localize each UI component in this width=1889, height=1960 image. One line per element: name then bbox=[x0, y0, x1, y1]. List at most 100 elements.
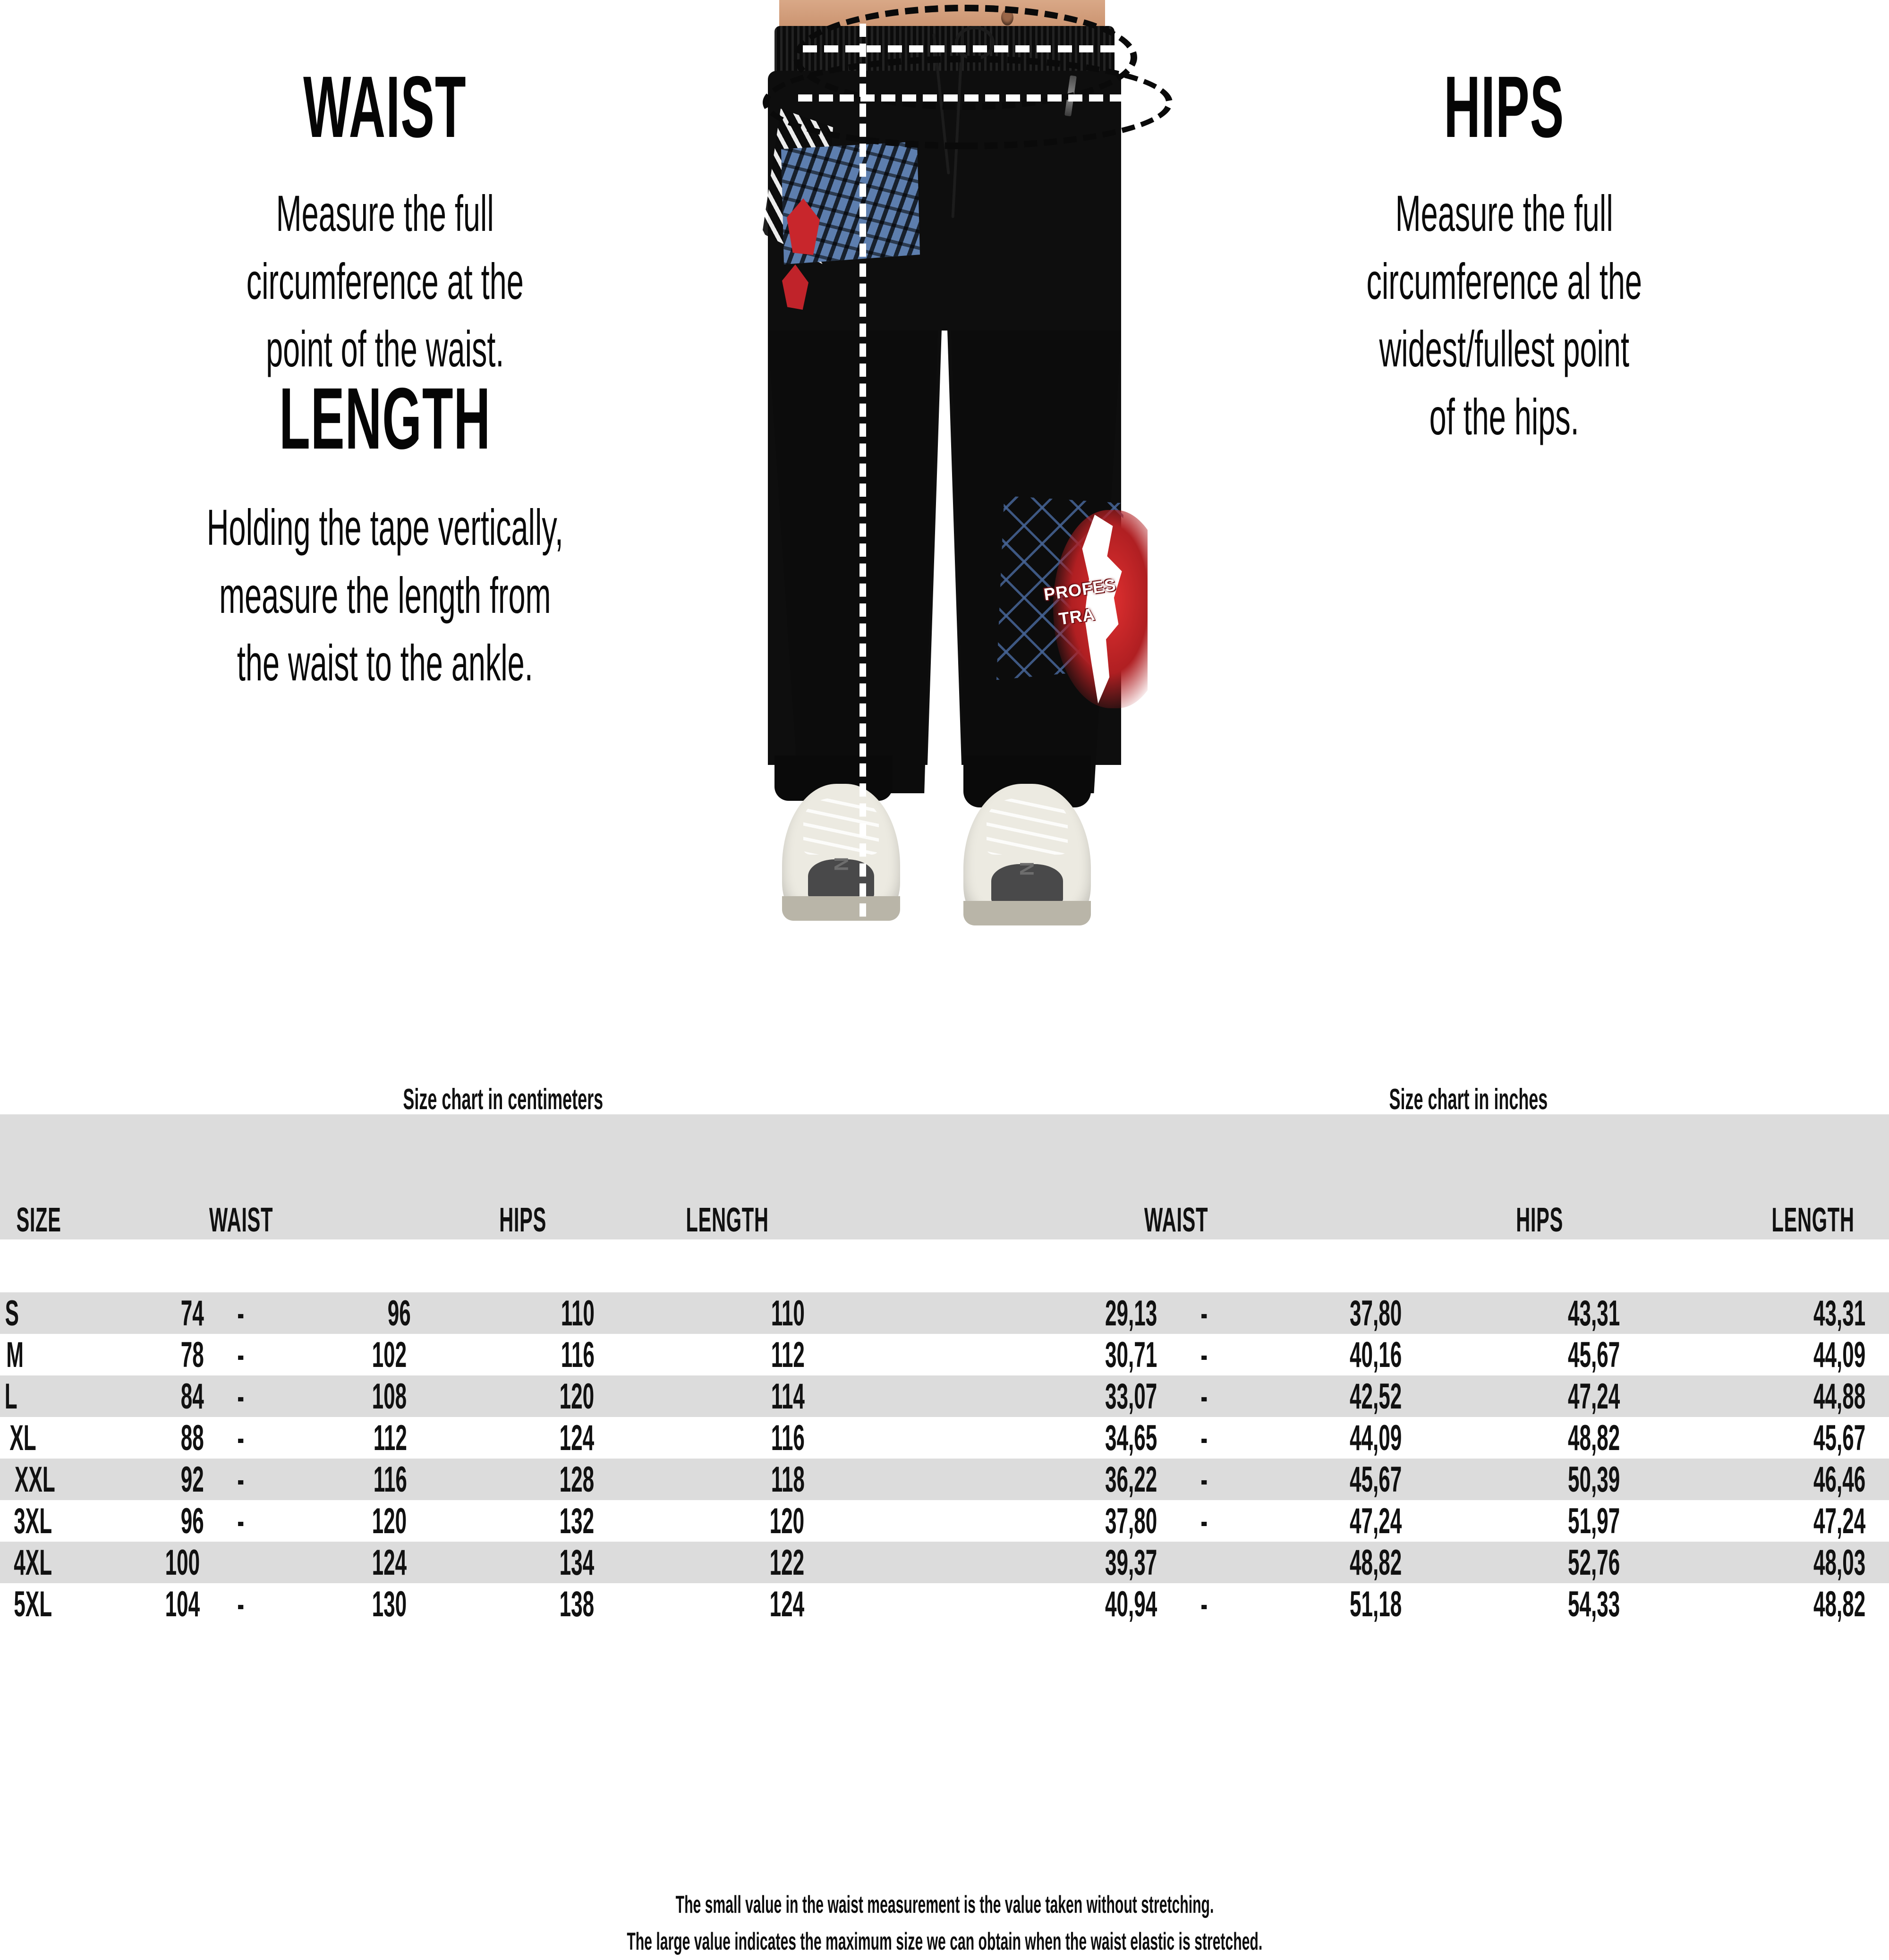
caption-cm-text: Size chart in centimeters bbox=[403, 1083, 604, 1116]
cell-cm-waist-max: 130 bbox=[372, 1584, 407, 1624]
cell-cm-length: 112 bbox=[771, 1334, 805, 1375]
cell-in-length: 44,88 bbox=[1813, 1376, 1866, 1417]
measurement-instructions-panel: WAIST Measure the full circumference at … bbox=[14, 0, 1875, 1091]
table-row: XL 88-112 124 116 34,65-44,09 48,82 45,67 bbox=[0, 1417, 1889, 1459]
length-heading: LENGTH bbox=[14, 375, 756, 463]
cell-cm-sep bbox=[215, 1542, 267, 1583]
caption-in-text: Size chart in inches bbox=[1389, 1083, 1548, 1116]
length-heading-text: LENGTH bbox=[279, 370, 491, 467]
cell-in-waist-max: 44,09 bbox=[1349, 1417, 1402, 1458]
pants-left-leg bbox=[768, 331, 938, 793]
cell-cm-sep: - bbox=[237, 1501, 245, 1541]
cell-size: M bbox=[6, 1334, 24, 1375]
cell-cm-length: 122 bbox=[769, 1542, 805, 1583]
sneaker-laces-right bbox=[986, 798, 1068, 855]
hips-heading-text: HIPS bbox=[1444, 59, 1565, 156]
cell-cm-waist-max: 124 bbox=[372, 1542, 407, 1583]
cell-cm-waist-max: 120 bbox=[372, 1501, 407, 1541]
cell-cm-length: 124 bbox=[769, 1584, 805, 1624]
footnote-1: The small value in the waist measurement… bbox=[675, 1891, 1214, 1918]
column-header-size: SIZE bbox=[16, 1201, 61, 1239]
cell-size: 3XL bbox=[14, 1501, 52, 1541]
cell-cm-sep: - bbox=[237, 1376, 245, 1417]
waist-measure-line bbox=[803, 45, 1115, 52]
cell-in-waist-min: 36,22 bbox=[1105, 1459, 1157, 1500]
cell-in-waist-max: 45,67 bbox=[1349, 1459, 1402, 1500]
table-header-row: SIZE WAIST HIPS LENGTH WAIST HIPS LENGTH bbox=[0, 1114, 1889, 1239]
sneaker-left: N bbox=[782, 784, 900, 921]
cell-cm-length: 118 bbox=[771, 1459, 805, 1500]
column-header-cm-waist: WAIST bbox=[209, 1201, 273, 1239]
cell-in-sep: - bbox=[1200, 1501, 1208, 1541]
cell-cm-length: 114 bbox=[771, 1376, 805, 1417]
cell-cm-sep: - bbox=[237, 1334, 245, 1375]
cell-in-length: 48,82 bbox=[1813, 1584, 1866, 1624]
cell-in-waist-max: 51,18 bbox=[1349, 1584, 1402, 1624]
cell-cm-waist-min: 78 bbox=[181, 1334, 204, 1375]
product-photo-sweatpants: PROFES TRA N N bbox=[741, 0, 1148, 1091]
cell-cm-waist-max: 96 bbox=[388, 1293, 411, 1333]
cell-in-waist-min: 29,13 bbox=[1105, 1293, 1157, 1333]
cell-in-waist-max: 47,24 bbox=[1349, 1501, 1402, 1541]
waist-description: Measure the full circumference at the po… bbox=[14, 179, 756, 383]
sneaker-sole-right bbox=[963, 901, 1091, 925]
cell-cm-sep: - bbox=[237, 1417, 245, 1458]
sneaker-sole-left bbox=[782, 896, 900, 921]
cell-in-sep: - bbox=[1200, 1376, 1208, 1417]
cell-in-length: 48,03 bbox=[1813, 1542, 1866, 1583]
waist-description-line-3: point of the waist. bbox=[265, 320, 504, 378]
cell-size: XXL bbox=[15, 1459, 55, 1500]
cell-in-waist-max: 42,52 bbox=[1349, 1376, 1402, 1417]
table-row: XXL 92-116 128 118 36,22-45,67 50,39 46,46 bbox=[0, 1459, 1889, 1500]
hips-measure-ellipse bbox=[763, 56, 1173, 149]
table-row: S 74-96 110 110 29,13-37,80 43,31 43,31 bbox=[0, 1292, 1889, 1334]
cell-in-waist-min: 34,65 bbox=[1105, 1417, 1157, 1458]
length-description-line-3: the waist to the ankle. bbox=[237, 634, 533, 692]
cell-cm-waist-min: 104 bbox=[165, 1584, 200, 1624]
cell-in-sep: - bbox=[1200, 1293, 1208, 1333]
cell-cm-waist-max: 112 bbox=[374, 1417, 408, 1458]
size-chart-caption-inches: Size chart in inches bbox=[1332, 1083, 1605, 1116]
cell-in-sep: - bbox=[1200, 1459, 1208, 1500]
cell-cm-waist-max: 116 bbox=[374, 1459, 408, 1500]
column-header-in-waist: WAIST bbox=[1144, 1201, 1208, 1239]
length-description-line-2: measure the length from bbox=[219, 566, 551, 624]
cell-cm-hips: 110 bbox=[561, 1293, 595, 1333]
cell-size: 4XL bbox=[14, 1542, 52, 1583]
cell-in-hips: 45,67 bbox=[1567, 1334, 1620, 1375]
waist-heading-text: WAIST bbox=[303, 59, 467, 156]
cell-cm-hips: 128 bbox=[559, 1459, 595, 1500]
column-header-in-hips: HIPS bbox=[1516, 1201, 1563, 1239]
sneaker-logo-left: N bbox=[830, 857, 853, 872]
cell-cm-hips: 132 bbox=[559, 1501, 595, 1541]
cell-cm-waist-min: 96 bbox=[181, 1501, 204, 1541]
cell-cm-waist-min: 74 bbox=[181, 1293, 204, 1333]
waist-description-line-2: circumference at the bbox=[246, 252, 524, 310]
sneaker-toe-cap-right bbox=[991, 864, 1063, 907]
cell-in-waist-min: 37,80 bbox=[1105, 1501, 1157, 1541]
table-row: M 78-102 116 112 30,71-40,16 45,67 44,09 bbox=[0, 1334, 1889, 1375]
cell-in-waist-max: 37,80 bbox=[1349, 1293, 1402, 1333]
cell-in-sep: - bbox=[1200, 1584, 1208, 1624]
cell-in-length: 47,24 bbox=[1813, 1501, 1866, 1541]
size-chart-table: SIZE WAIST HIPS LENGTH WAIST HIPS LENGTH… bbox=[0, 1114, 1889, 1625]
table-row: 4XL 100 124 134 122 39,37 48,82 52,76 48,03 bbox=[0, 1542, 1889, 1583]
hips-heading: HIPS bbox=[1133, 64, 1875, 151]
cell-cm-waist-max: 102 bbox=[372, 1334, 407, 1375]
hips-description-line-1: Measure the full bbox=[1395, 185, 1613, 242]
cell-in-hips: 54,33 bbox=[1567, 1584, 1620, 1624]
cell-in-waist-max: 48,82 bbox=[1349, 1542, 1402, 1583]
cell-in-length: 44,09 bbox=[1813, 1334, 1866, 1375]
length-description-line-1: Holding the tape vertically, bbox=[206, 499, 563, 556]
cell-in-sep: - bbox=[1200, 1417, 1208, 1458]
table-row: 3XL 96-120 132 120 37,80-47,24 51,97 47,24 bbox=[0, 1500, 1889, 1542]
cell-in-waist-min: 39,37 bbox=[1105, 1542, 1157, 1583]
hips-description: Measure the full circumference al the wi… bbox=[1133, 179, 1875, 451]
hips-measure-line bbox=[798, 94, 1124, 102]
cell-cm-waist-max: 108 bbox=[372, 1376, 407, 1417]
sneaker-logo-right: N bbox=[1015, 861, 1038, 876]
cell-in-length: 43,31 bbox=[1813, 1293, 1866, 1333]
footnotes: The small value in the waist measurement… bbox=[0, 1886, 1889, 1960]
cell-cm-length: 120 bbox=[769, 1501, 805, 1541]
column-header-cm-length: LENGTH bbox=[686, 1201, 769, 1239]
